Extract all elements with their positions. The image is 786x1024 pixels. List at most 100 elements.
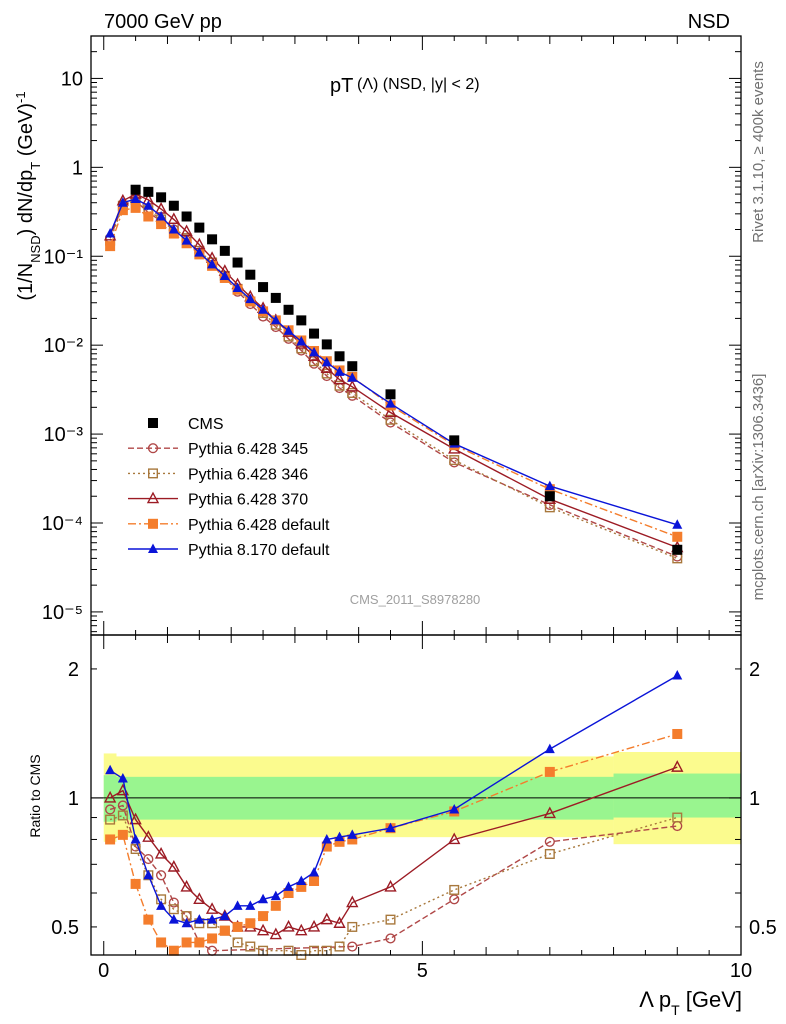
y-tick-label: 10⁻⁵ <box>42 602 83 624</box>
data-point-cms <box>156 192 167 203</box>
data-point-pythia-6-428-370 <box>320 361 333 373</box>
y-tick-label: 2 <box>68 659 79 681</box>
data-point-pythia-6-428-345 <box>155 870 167 881</box>
data-point-pythia-8-170-default <box>334 831 345 842</box>
legend: CMS Pythia 6.428 345 Pythia 6.428 346 Pythi… <box>128 416 330 559</box>
data-point-pythia-8-170-default <box>321 356 332 367</box>
legend-label-pythia-6-428-370: Pythia 6.428 370 <box>188 492 308 509</box>
data-point-pythia-8-170-default <box>156 210 167 221</box>
data-point-pythia-6-428-370 <box>193 892 206 905</box>
data-point-pythia-6-428-default <box>219 925 230 936</box>
data-point-cms <box>143 186 154 197</box>
data-point-pythia-6-428-default <box>168 228 179 239</box>
data-point-pythia-6-428-default <box>296 881 307 892</box>
data-point-pythia-8-170-default <box>283 881 294 891</box>
data-point-pythia-8-170-default <box>168 914 179 924</box>
data-point-pythia-6-428-345 <box>544 836 555 847</box>
data-point-pythia-6-428-default <box>181 937 192 948</box>
data-point-cms <box>219 245 230 256</box>
data-point-pythia-6-428-370 <box>167 859 181 872</box>
y-tick-label: 0.5 <box>51 917 79 939</box>
data-point-pythia-6-428-346 <box>334 380 345 391</box>
data-point-pythia-8-170-default <box>105 764 116 775</box>
data-point-pythia-6-428-370 <box>154 846 168 859</box>
data-point-pythia-6-428-346 <box>168 904 179 915</box>
data-point-pythia-6-428-default <box>672 531 683 542</box>
data-point-pythia-6-428-default <box>258 911 269 922</box>
data-point-pythia-8-170-default <box>309 346 320 357</box>
data-point-pythia-6-428-345 <box>385 933 396 944</box>
series-line-pythia-6-428-345 <box>109 804 678 952</box>
header-right: NSD <box>688 11 730 33</box>
data-point-pythia-6-428-345 <box>143 853 154 865</box>
data-point-pythia-6-428-346 <box>449 455 460 466</box>
legend-marker-pythia-8-170-default <box>148 543 158 553</box>
data-point-pythia-6-428-370 <box>205 902 219 914</box>
data-point-cms <box>309 328 320 339</box>
data-point-pythia-8-170-default <box>270 890 281 901</box>
analysis-watermark: CMS_2011_S8978280 <box>350 592 481 607</box>
data-point-pythia-6-428-370 <box>384 405 397 418</box>
legend-label-pythia-8-170-default: Pythia 8.170 default <box>188 542 330 559</box>
data-point-pythia-6-428-default <box>156 937 167 948</box>
data-point-pythia-6-428-default <box>283 887 294 898</box>
data-point-pythia-8-170-default <box>207 914 218 924</box>
data-point-pythia-6-428-default <box>143 211 154 222</box>
data-point-pythia-8-170-default <box>449 803 460 814</box>
data-point-pythia-6-428-default <box>309 875 320 886</box>
y-tick-label: 10⁻³ <box>44 424 84 446</box>
data-point-pythia-6-428-default <box>117 205 128 216</box>
series-cms <box>130 184 683 555</box>
mcplots-label: mcplots.cern.ch [arXiv:1306.3436] <box>750 374 767 601</box>
data-point-pythia-6-428-default <box>168 945 179 956</box>
data-point-pythia-8-170-default <box>207 258 218 269</box>
data-point-cms <box>245 269 256 280</box>
data-point-pythia-8-170-default <box>672 519 683 529</box>
data-point-pythia-6-428-default <box>321 841 332 852</box>
uncertainty-band-stat <box>613 773 741 818</box>
data-point-pythia-6-428-345 <box>347 941 358 952</box>
y-tick-label: 1 <box>72 157 83 179</box>
data-point-pythia-6-428-default <box>672 728 683 739</box>
data-point-pythia-6-428-370 <box>180 879 193 892</box>
data-point-pythia-8-170-default <box>105 228 116 238</box>
y-tick-label-right: 0.5 <box>749 917 777 939</box>
data-point-pythia-6-428-370 <box>543 806 556 819</box>
data-point-cms <box>168 200 179 211</box>
data-point-pythia-6-428-346 <box>544 848 555 859</box>
data-point-pythia-6-428-default <box>334 836 345 847</box>
data-point-pythia-8-170-default <box>130 833 141 844</box>
data-point-cms <box>296 315 307 326</box>
y-tick-label: 10⁻² <box>44 335 84 357</box>
data-point-cms <box>258 282 269 293</box>
x-tick-label: 10 <box>730 960 752 982</box>
data-point-pythia-6-428-default <box>105 241 116 252</box>
data-point-pythia-8-170-default <box>283 325 294 335</box>
series-line-pythia-8-170-default <box>109 674 678 924</box>
legend-marker-pythia-6-428-346 <box>147 468 158 479</box>
series-line-pythia-6-428-346 <box>109 814 678 956</box>
data-point-pythia-6-428-345 <box>168 897 179 908</box>
data-point-pythia-8-170-default <box>321 833 332 844</box>
data-point-cms <box>385 389 396 400</box>
series-pythia-6-428-default <box>105 728 683 956</box>
data-point-pythia-6-428-370 <box>295 923 308 936</box>
series-pythia-8-170-default <box>105 193 683 529</box>
lower-y-axis-label: Ratio to CMS <box>27 754 43 837</box>
data-point-pythia-8-170-default <box>385 398 396 408</box>
data-point-pythia-6-428-370 <box>320 912 333 925</box>
data-point-cms <box>207 234 218 245</box>
data-point-pythia-8-170-default <box>232 282 243 292</box>
data-point-pythia-6-428-default <box>207 933 218 944</box>
legend-marker-pythia-6-428-370 <box>146 491 160 504</box>
data-point-pythia-6-428-default <box>156 219 167 230</box>
data-point-pythia-6-428-370 <box>307 919 321 932</box>
data-point-pythia-6-428-370 <box>384 879 397 892</box>
y-tick-label-right: 2 <box>749 659 760 681</box>
x-tick-label: 5 <box>417 960 428 982</box>
data-point-pythia-8-170-default <box>219 270 230 280</box>
data-point-cms <box>130 184 141 195</box>
data-point-pythia-6-428-default <box>347 834 358 845</box>
data-point-pythia-6-428-default <box>270 900 281 911</box>
data-point-pythia-6-428-default <box>130 202 141 213</box>
